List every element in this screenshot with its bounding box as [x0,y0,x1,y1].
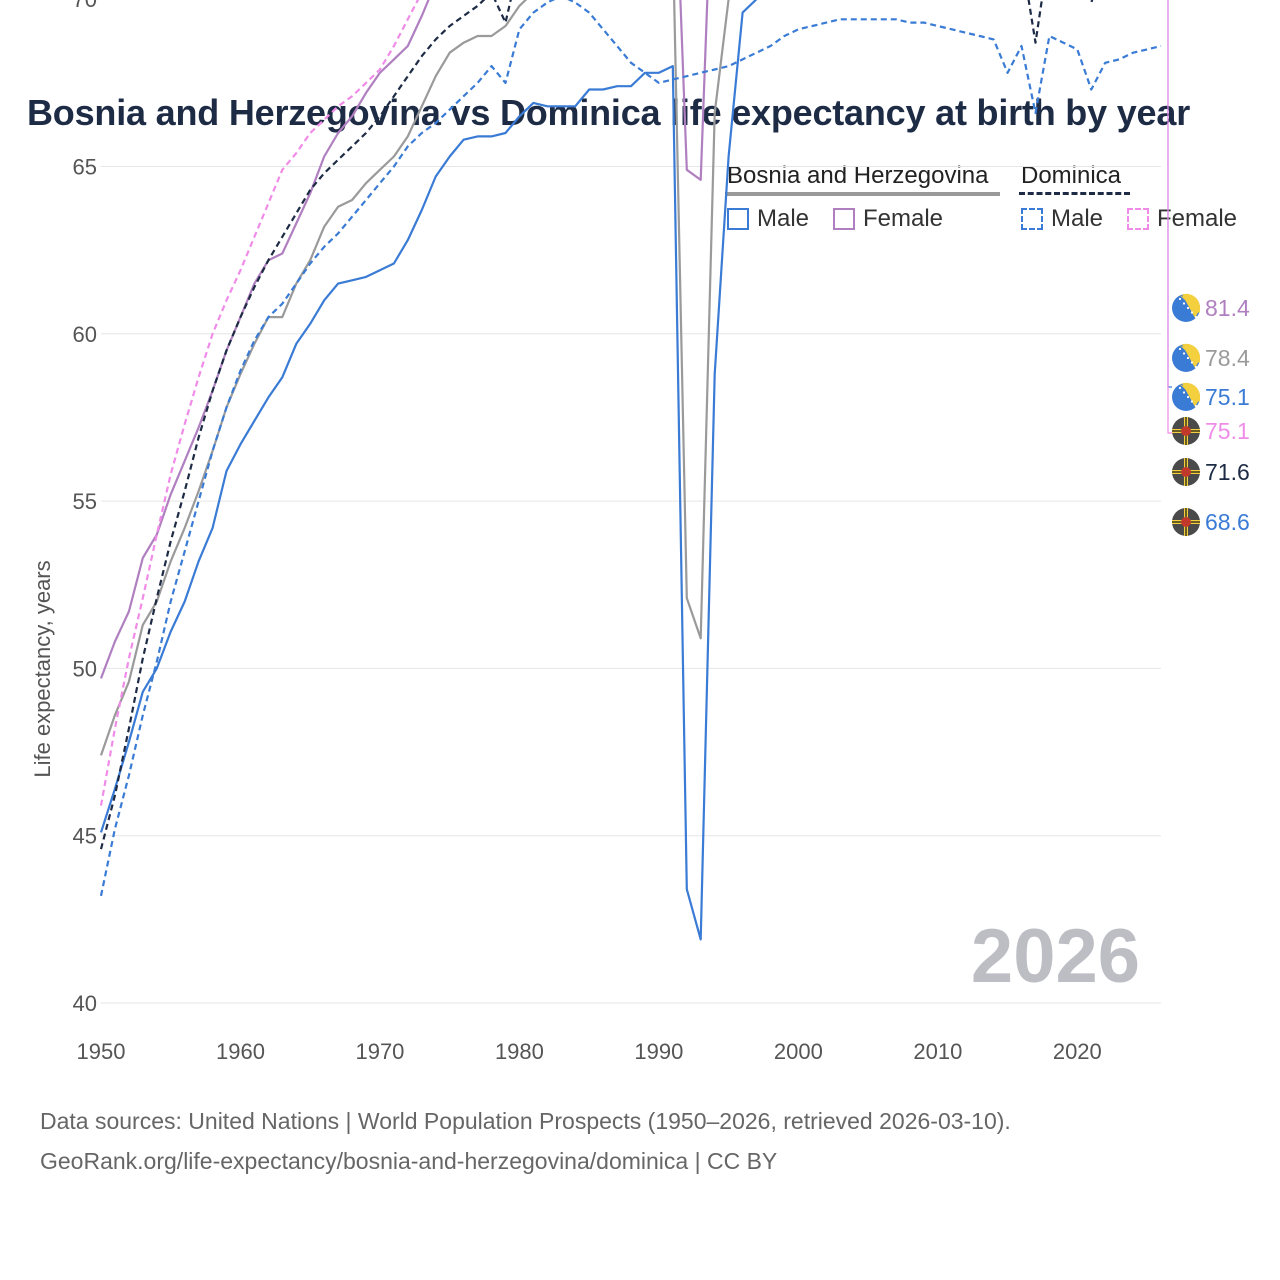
end-label-bih_female: 81.4 [1205,295,1250,321]
legend-group-dma-underline [1019,192,1130,195]
y-tick-label: 65 [73,155,97,180]
legend-dma-female[interactable]: Female [1127,205,1237,233]
source-line-1: Data sources: United Nations | World Pop… [40,1108,1011,1134]
end-label-dma_female: 75.1 [1205,418,1250,444]
legend-bih-male[interactable]: Male [727,205,809,233]
x-tick-label: 1990 [634,1039,683,1064]
chart-title: Bosnia and Herzegovina vs Dominica life … [27,92,1190,133]
legend-dma-female-swatch [1127,208,1149,230]
label-connector [1167,0,1172,434]
source-line-2[interactable]: GeoRank.org/life-expectancy/bosnia-and-h… [40,1148,778,1174]
x-tick-label: 1980 [495,1039,544,1064]
y-tick-label: 60 [73,322,97,347]
y-tick-label: 55 [73,489,97,514]
end-label-bih_male: 75.1 [1205,384,1250,410]
x-tick-label: 1950 [77,1039,126,1064]
y-tick-label: 40 [73,991,97,1016]
legend-dma-male-label: Male [1051,205,1104,232]
x-tick-label: 2020 [1053,1039,1102,1064]
y-tick-label: 50 [73,656,97,681]
y-axis-ticks: 404550556065707580 [73,0,97,1016]
legend-bih-male-label: Male [757,205,810,232]
legend-bih-female-swatch [833,208,855,230]
series-lines [99,0,1162,941]
x-tick-label: 1970 [355,1039,404,1064]
series-line-dma_female [99,0,420,806]
y-axis-label: Life expectancy, years [30,560,55,777]
legend-dma-male-swatch [1021,208,1043,230]
legend-bih-female-label: Female [863,205,944,232]
legend-bih-male-swatch [727,208,749,230]
x-tick-label: 2010 [913,1039,962,1064]
series-line-bih_male [99,0,758,941]
x-axis-ticks: 1950 1960 1970 1980 1990 2000 2010 2020 [77,1039,1102,1064]
dominica-flag-icon [1172,508,1200,536]
y-tick-label: 70 [73,0,97,12]
line-chart: 2026 404550556065707580 1950196019701980… [30,0,1250,1064]
y-tick-label: 45 [73,824,97,849]
x-tick-label: 1960 [216,1039,265,1064]
grid-lines [101,166,1161,1004]
legend-bih-female[interactable]: Female [833,205,943,233]
end-labels: 81.4 78.4 75.1 75.1 71.6 68.6 [1167,0,1250,536]
end-label-dma_total: 71.6 [1205,459,1250,485]
dominica-flag-icon [1172,458,1200,486]
series-line-dma_total [99,0,1094,850]
series-line-bih_total [99,0,730,756]
bosnia-flag-icon [1172,343,1201,372]
bosnia-flag-icon [1172,382,1201,411]
year-watermark: 2026 [971,914,1140,999]
bosnia-flag-icon [1172,293,1201,322]
series-line-dma_male [99,0,1162,897]
legend-dma-male[interactable]: Male [1021,205,1103,233]
series-line-bih_female [99,0,709,679]
legend-dma-female-label: Female [1157,205,1238,232]
end-label-bih_total: 78.4 [1205,345,1250,371]
legend-group-bih-underline [725,192,1000,196]
end-label-dma_male: 68.6 [1205,509,1250,535]
x-tick-label: 2000 [774,1039,823,1064]
dominica-flag-icon [1172,417,1200,445]
